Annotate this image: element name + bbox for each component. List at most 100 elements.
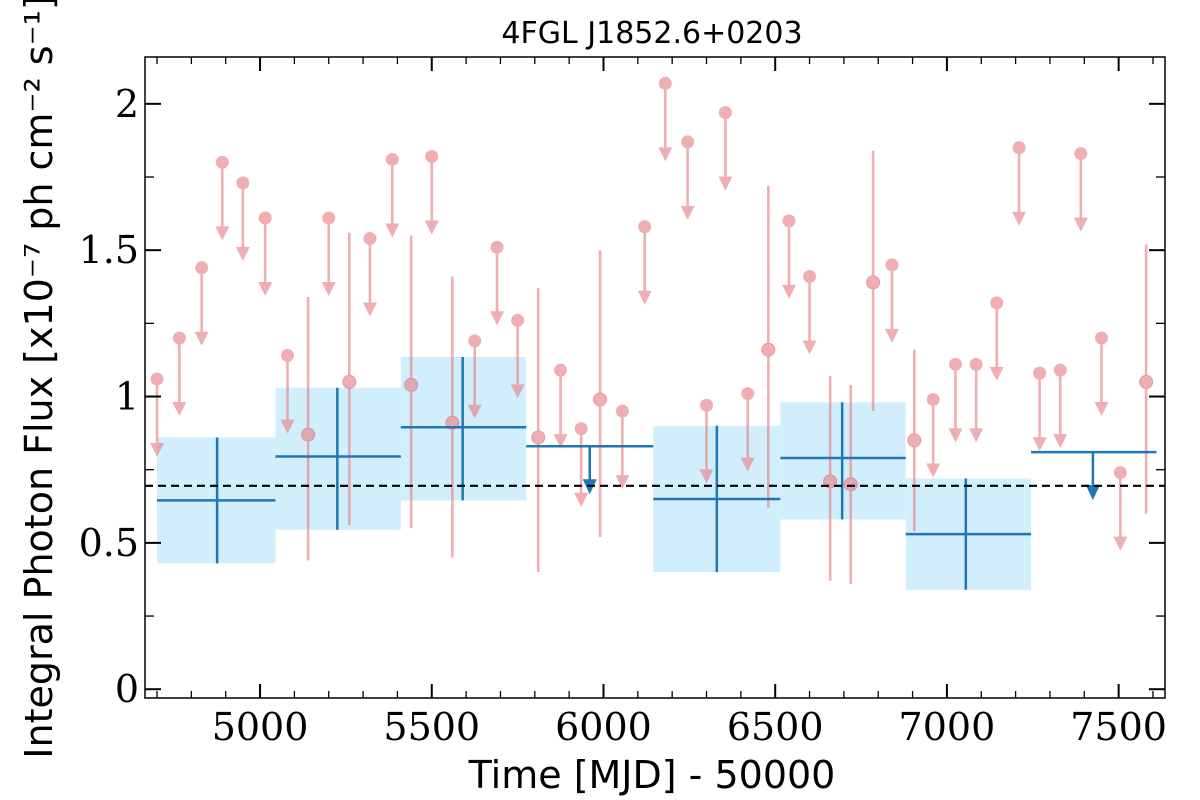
upper-limit-arrowhead <box>658 147 673 162</box>
short-bin-upper-limit <box>280 349 295 434</box>
x-tick-label: 5000 <box>212 705 309 749</box>
upper-limit-point <box>1053 363 1067 377</box>
upper-limit-point <box>681 135 695 149</box>
upper-limit-point <box>425 150 439 164</box>
x-tick-label: 6500 <box>727 705 824 749</box>
short-bin-upper-limit <box>235 176 250 261</box>
short-bin-detection <box>531 288 546 573</box>
upper-limit-point <box>258 211 272 225</box>
upper-limit-arrowhead <box>1032 437 1047 452</box>
upper-limit-point <box>385 152 399 166</box>
upper-limit-point <box>236 176 250 190</box>
short-bin-upper-limit <box>150 372 165 457</box>
upper-limit-point <box>782 214 796 228</box>
upper-limit-point <box>195 261 209 275</box>
short-bin-upper-limit <box>1012 141 1027 226</box>
upper-limit-arrowhead <box>385 223 400 238</box>
upper-limit-arrowhead <box>699 469 714 484</box>
upper-limit-point <box>1074 147 1088 161</box>
long-bin-detection <box>905 478 1032 590</box>
detection-point <box>404 377 419 392</box>
long-bin-upper-limit <box>1031 450 1157 501</box>
short-bin-upper-limit <box>467 334 482 419</box>
upper-limit-point <box>615 404 629 418</box>
short-bin-upper-limit <box>680 135 695 220</box>
upper-limit-arrowhead <box>424 220 439 235</box>
short-bin-upper-limit <box>1094 331 1109 416</box>
upper-limit-point <box>658 76 672 90</box>
upper-limit-arrowhead <box>150 442 165 457</box>
upper-limit-arrowhead <box>553 434 568 449</box>
short-bin-detection <box>342 232 357 526</box>
short-bin-upper-limit <box>740 387 755 472</box>
upper-limit-arrowhead <box>1113 536 1128 551</box>
upper-limit-arrowhead <box>510 384 525 399</box>
short-bin-detection <box>823 376 838 581</box>
short-bin-layer <box>150 76 1154 584</box>
short-bin-upper-limit <box>802 270 817 355</box>
upper-limit-point <box>574 422 588 436</box>
upper-limit-point <box>468 334 482 348</box>
short-bin-upper-limit <box>510 313 525 399</box>
short-bin-upper-limit <box>424 150 439 235</box>
long-bin-detection <box>780 402 906 520</box>
upper-limit-arrowhead <box>884 328 899 343</box>
upper-limit-arrowhead <box>637 290 652 305</box>
short-bin-upper-limit <box>615 404 630 490</box>
y-tick-label: 0 <box>115 667 139 711</box>
upper-limit-point <box>511 313 525 327</box>
short-bin-upper-limit <box>553 363 568 449</box>
short-bin-upper-limit <box>884 258 899 343</box>
y-tick-label: 0.5 <box>79 521 139 565</box>
chart-title: 4FGL J1852.6+0203 <box>501 16 802 51</box>
upper-limit-arrowhead <box>1053 434 1068 449</box>
x-tick-label: 6000 <box>555 705 652 749</box>
upper-limit-arrowhead <box>680 205 695 220</box>
short-bin-upper-limit <box>1113 466 1128 551</box>
upper-limit-arrowhead <box>574 492 589 507</box>
x-tick-label: 5500 <box>383 705 480 749</box>
detection-point <box>866 275 881 290</box>
upper-limit-arrowhead <box>172 401 187 416</box>
upper-limit-arrowhead <box>258 281 273 296</box>
upper-limit-point <box>718 106 732 120</box>
long-bin-detection <box>157 437 276 564</box>
short-bin-upper-limit <box>385 152 400 238</box>
upper-limit-arrowhead <box>235 246 250 261</box>
detection-point <box>907 433 922 448</box>
upper-limit-point <box>885 258 899 272</box>
upper-limit-point <box>281 349 295 363</box>
detection-point <box>301 427 316 442</box>
short-bin-upper-limit <box>1053 363 1068 449</box>
detection-point <box>761 342 776 357</box>
short-bin-upper-limit <box>637 220 652 305</box>
upper-limit-point <box>490 240 504 254</box>
upper-limit-arrowhead <box>280 419 295 434</box>
short-bin-detection <box>593 250 608 538</box>
upper-limit-point <box>150 372 164 386</box>
upper-limit-arrowhead <box>740 457 755 472</box>
short-bin-detection <box>761 185 776 508</box>
short-bin-upper-limit <box>1032 366 1047 452</box>
long-ul-arrowhead <box>1085 485 1100 501</box>
short-bin-upper-limit <box>215 155 230 241</box>
short-bin-detection <box>907 349 922 532</box>
plot-frame <box>144 56 1166 699</box>
upper-limit-point <box>700 398 714 412</box>
upper-limit-arrowhead <box>781 284 796 299</box>
short-bin-detection <box>404 235 419 529</box>
detection-point <box>1139 374 1154 389</box>
short-bin-upper-limit <box>699 398 714 484</box>
upper-limit-point <box>554 363 568 377</box>
short-bin-detection <box>843 384 858 584</box>
upper-limit-point <box>926 392 940 406</box>
short-bin-upper-limit <box>362 231 377 317</box>
upper-limit-point <box>990 296 1004 310</box>
upper-limit-arrowhead <box>718 176 733 191</box>
short-bin-upper-limit <box>926 392 941 478</box>
upper-limit-arrowhead <box>1094 401 1109 416</box>
x-axis-ticks: 5000 5500 6000 6500 7000 7500 <box>156 57 1167 749</box>
short-bin-detection <box>1139 244 1154 514</box>
short-bin-detection <box>301 297 316 561</box>
